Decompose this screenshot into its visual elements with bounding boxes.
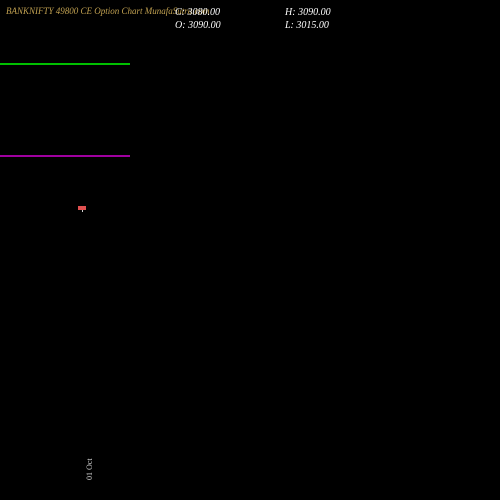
close-label: C: — [175, 7, 185, 18]
indicator-line-magenta — [0, 155, 130, 157]
open-label: O: — [175, 20, 186, 31]
candle-body — [78, 206, 86, 210]
xaxis-date-label: 01 Oct — [85, 458, 94, 480]
high-label: H: — [285, 7, 296, 18]
close-value: 3080.00 — [188, 7, 221, 18]
indicator-line-green — [0, 63, 130, 65]
open-value: 3090.00 — [188, 20, 221, 31]
low-label: L: — [285, 20, 294, 31]
low-value: 3015.00 — [296, 20, 329, 31]
high-value: 3090.00 — [298, 7, 331, 18]
ohlc-readout: C: 3080.00 H: 3090.00 O: 3090.00 L: 3015… — [175, 6, 395, 32]
